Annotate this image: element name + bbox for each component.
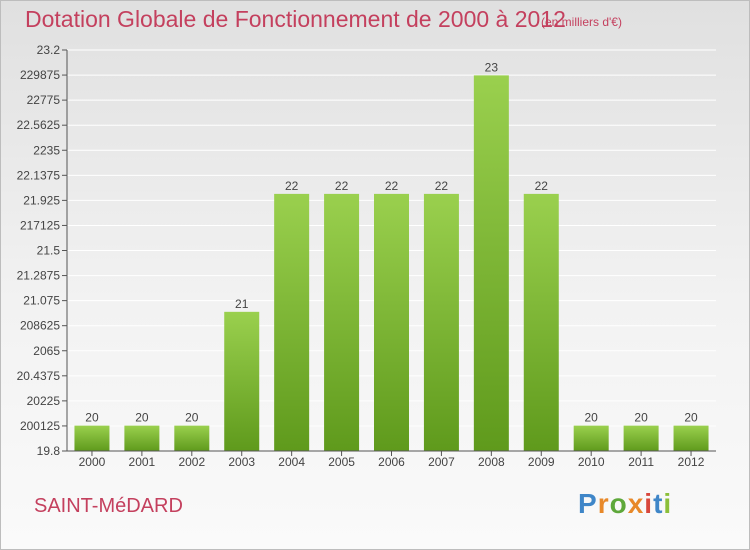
- y-tick-label: 20.4375: [17, 369, 61, 383]
- x-tick-label: 2006: [378, 455, 405, 469]
- bar-2005: [324, 193, 360, 451]
- data-label-2012: 20: [684, 411, 698, 425]
- bar-2009: [523, 193, 559, 451]
- y-tick-label: 23.2: [37, 43, 61, 57]
- logo-letter: o: [609, 488, 628, 519]
- x-tick-label: 2000: [79, 455, 106, 469]
- x-tick-label: 2012: [678, 455, 705, 469]
- bar-2004: [274, 193, 310, 451]
- data-label-2001: 20: [135, 411, 149, 425]
- bar-2010: [573, 425, 609, 451]
- chart-title: Dotation Globale de Fonctionnement de 20…: [25, 6, 566, 32]
- data-label-2006: 22: [385, 179, 399, 193]
- data-label-2002: 20: [185, 411, 199, 425]
- x-tick-label: 2004: [278, 455, 305, 469]
- data-label-2000: 20: [85, 411, 99, 425]
- commune-name: SAINT-MéDARD: [34, 495, 183, 517]
- logo-letter: r: [597, 488, 610, 519]
- x-tick-label: 2002: [178, 455, 205, 469]
- data-label-2004: 22: [285, 179, 299, 193]
- y-tick-label: 2235: [33, 143, 60, 157]
- bar-2011: [623, 425, 659, 451]
- y-tick-label: 22775: [27, 93, 61, 107]
- x-tick-label: 2009: [528, 455, 555, 469]
- y-tick-label: 22.5625: [17, 118, 61, 132]
- y-tick-label: 21.925: [23, 193, 60, 207]
- logo-letter: x: [627, 488, 645, 519]
- bar-2002: [174, 425, 210, 451]
- x-tick-label: 2010: [578, 455, 605, 469]
- y-tick-label: 22.1375: [17, 168, 61, 182]
- bar-2003: [224, 311, 260, 451]
- y-tick-label: 20225: [27, 394, 61, 408]
- logo-letter: i: [663, 488, 673, 519]
- bar-2008: [473, 75, 509, 451]
- y-tick-label: 217125: [20, 218, 60, 232]
- proxiti-logo: Proxiti: [578, 488, 672, 520]
- y-tick-label: 2065: [33, 344, 60, 358]
- bar-2001: [124, 425, 160, 451]
- data-label-2005: 22: [335, 179, 349, 193]
- logo-letter: i: [644, 488, 654, 519]
- bar-2007: [423, 193, 459, 451]
- y-tick-label: 21.2875: [17, 269, 61, 283]
- y-tick-label: 21.075: [23, 294, 60, 308]
- x-tick-label: 2005: [328, 455, 355, 469]
- y-tick-label: 208625: [20, 319, 60, 333]
- data-label-2011: 20: [634, 411, 648, 425]
- chart-subtitle: (en milliers d'€): [541, 15, 622, 29]
- y-tick-label: 19.8: [37, 444, 61, 458]
- y-tick-label: 21.5: [37, 244, 61, 258]
- x-tick-label: 2011: [628, 455, 654, 469]
- x-tick-label: 2003: [228, 455, 255, 469]
- x-tick-label: 2008: [478, 455, 505, 469]
- bar-2006: [374, 193, 409, 451]
- logo-letter: t: [653, 488, 664, 519]
- data-label-2010: 20: [585, 411, 599, 425]
- data-label-2008: 23: [485, 60, 499, 74]
- x-tick-label: 2007: [428, 455, 455, 469]
- data-label-2009: 22: [535, 179, 549, 193]
- y-tick-label: 200125: [20, 419, 60, 433]
- bar-2000: [74, 425, 110, 451]
- logo-letter: P: [578, 488, 598, 519]
- y-tick-label: 229875: [20, 68, 60, 82]
- x-tick-label: 2001: [129, 455, 156, 469]
- bar-2012: [673, 425, 709, 451]
- data-label-2003: 21: [235, 297, 249, 311]
- data-label-2007: 22: [435, 179, 449, 193]
